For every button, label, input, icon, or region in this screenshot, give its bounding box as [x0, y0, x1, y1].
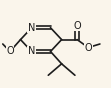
Text: O: O: [6, 46, 14, 56]
Text: O: O: [84, 43, 92, 53]
Text: O: O: [73, 21, 81, 31]
Text: N: N: [28, 23, 35, 33]
Text: N: N: [28, 46, 35, 56]
